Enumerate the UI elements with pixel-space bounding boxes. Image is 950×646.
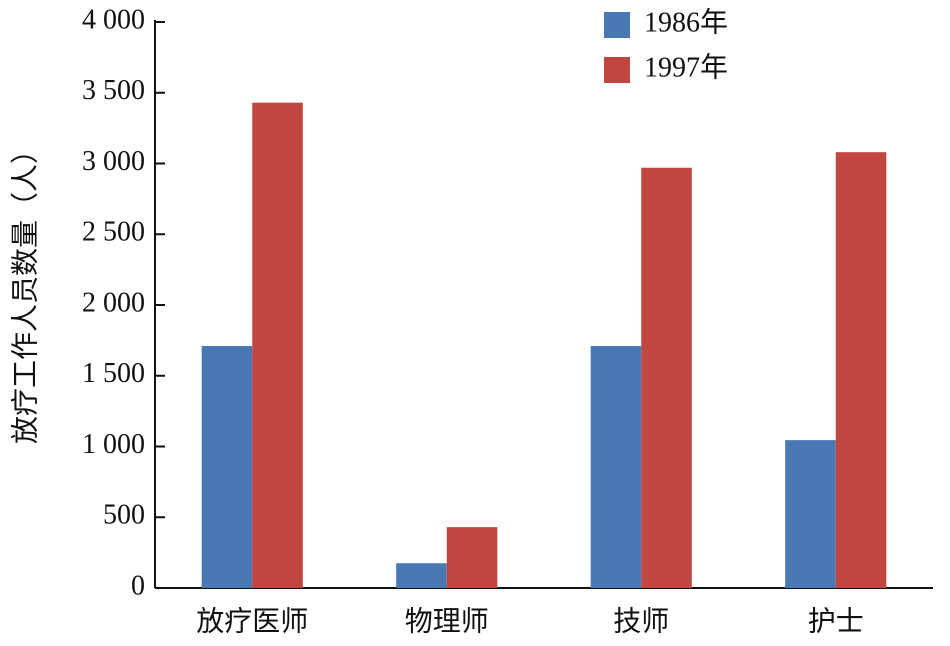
y-tick-label: 1 000 bbox=[82, 429, 145, 460]
legend-label: 1986年 bbox=[644, 6, 728, 38]
y-tick-label: 2 000 bbox=[82, 287, 145, 318]
bar bbox=[252, 102, 303, 588]
bar bbox=[396, 563, 447, 588]
x-tick-label: 护士 bbox=[808, 605, 864, 637]
y-tick-label: 2 500 bbox=[82, 217, 145, 248]
x-tick-label: 物理师 bbox=[405, 605, 489, 637]
y-tick-label: 500 bbox=[103, 500, 145, 531]
x-tick-label: 放疗医师 bbox=[196, 605, 308, 637]
y-tick-label: 3 000 bbox=[82, 146, 145, 177]
legend-label: 1997年 bbox=[644, 51, 728, 83]
bar bbox=[785, 440, 836, 588]
bar bbox=[446, 527, 498, 588]
bar bbox=[641, 167, 692, 588]
bar bbox=[201, 346, 253, 588]
legend-swatch bbox=[604, 57, 630, 83]
bar bbox=[590, 346, 642, 588]
y-tick-label: 1 500 bbox=[82, 358, 145, 389]
y-axis-title: 放疗工作人员数量（人） bbox=[9, 136, 41, 444]
legend-swatch bbox=[604, 12, 630, 38]
y-tick-label: 4 000 bbox=[82, 4, 145, 35]
y-tick-label: 0 bbox=[131, 570, 145, 601]
bar bbox=[835, 152, 887, 588]
x-tick-label: 技师 bbox=[613, 605, 669, 637]
y-tick-label: 3 500 bbox=[82, 75, 145, 106]
